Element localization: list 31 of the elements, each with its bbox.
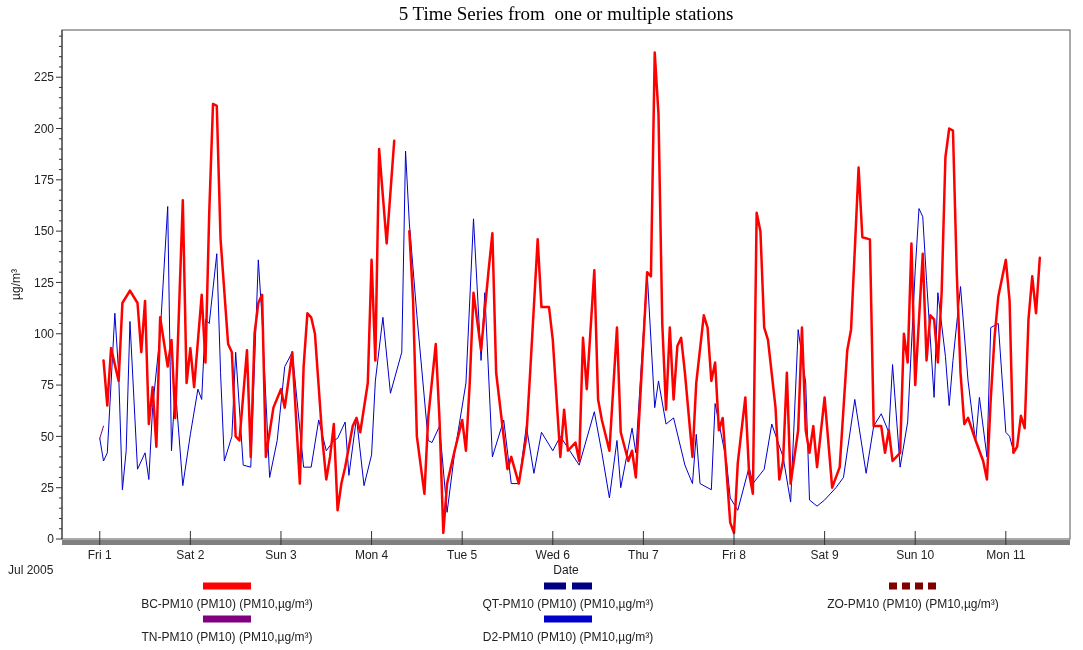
- legend-label: TN-PM10 (PM10) (PM10,µg/m³): [141, 630, 313, 644]
- y-tick-label: 150: [33, 224, 55, 239]
- y-tick-label: 25: [40, 480, 55, 495]
- x-tick-label: Sat 9: [810, 548, 839, 562]
- x-axis-title: Date: [553, 563, 579, 577]
- x-tick-label: Sat 2: [176, 548, 205, 562]
- chart-title: 5 Time Series from one or multiple stations: [398, 3, 734, 24]
- y-tick-label: 75: [40, 378, 55, 393]
- y-axis-title: µg/m³: [9, 269, 23, 300]
- legend-label: D2-PM10 (PM10) (PM10,µg/m³): [482, 630, 654, 644]
- x-tick-label: Thu 7: [628, 548, 660, 562]
- x-tick-label: Fri 8: [722, 548, 747, 562]
- line-series: [99, 150, 1014, 513]
- y-tick-label: 125: [33, 275, 55, 290]
- y-tick-label: 175: [33, 173, 55, 188]
- y-tick-label: 100: [33, 326, 55, 341]
- legend-label: QT-PM10 (PM10) (PM10,µg/m³): [482, 597, 654, 611]
- y-tick-label: 200: [33, 121, 55, 136]
- x-tick-label: Tue 5: [447, 548, 478, 562]
- y-tick-label: 50: [40, 429, 55, 444]
- x-tick-label: Sun 3: [265, 548, 297, 562]
- y-tick-label: 225: [33, 70, 55, 85]
- y-tick-label: 0: [47, 532, 55, 547]
- legend-label: ZO-PM10 (PM10) (PM10,µg/m³): [827, 597, 999, 611]
- x-tick-label: Wed 6: [535, 548, 571, 562]
- x-tick-label: Mon 4: [354, 548, 389, 562]
- text: Jul 2005: [8, 563, 54, 577]
- legend-label: BC-PM10 (PM10) (PM10,µg/m³): [141, 597, 313, 611]
- x-tick-label: Fri 1: [87, 548, 113, 562]
- x-tick-label: Mon 11: [986, 548, 1026, 562]
- x-tick-label: Sun 10: [896, 548, 935, 562]
